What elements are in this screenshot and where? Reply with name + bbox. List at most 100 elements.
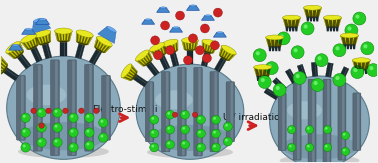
Circle shape [85,113,94,122]
Polygon shape [304,8,322,16]
Circle shape [223,122,232,131]
Circle shape [181,110,189,119]
Ellipse shape [76,40,88,45]
Ellipse shape [219,54,230,61]
Circle shape [71,115,73,118]
Ellipse shape [150,43,165,51]
Polygon shape [266,37,271,46]
Polygon shape [275,37,279,46]
Circle shape [69,113,78,122]
Circle shape [23,115,26,118]
Polygon shape [278,46,281,51]
Polygon shape [361,60,365,69]
Polygon shape [34,31,51,44]
Circle shape [198,145,201,148]
Circle shape [87,143,90,146]
Ellipse shape [25,28,32,30]
Circle shape [307,145,310,148]
FancyBboxPatch shape [102,75,110,140]
Ellipse shape [21,122,106,150]
Circle shape [296,74,300,78]
Polygon shape [45,33,48,42]
Polygon shape [126,70,134,76]
Circle shape [39,110,42,113]
Polygon shape [304,8,309,16]
Circle shape [94,108,99,113]
Circle shape [172,112,178,117]
Circle shape [343,133,345,136]
Polygon shape [324,18,341,26]
FancyBboxPatch shape [51,60,59,156]
Circle shape [167,112,170,115]
Circle shape [335,76,339,80]
Polygon shape [38,34,43,44]
Ellipse shape [39,18,46,20]
FancyBboxPatch shape [312,80,314,163]
Polygon shape [187,49,193,64]
Polygon shape [150,44,166,58]
Circle shape [367,64,378,77]
Ellipse shape [166,49,178,54]
Polygon shape [161,54,169,68]
FancyBboxPatch shape [214,72,217,151]
Circle shape [166,46,175,55]
Polygon shape [173,51,178,66]
Polygon shape [207,43,211,52]
Ellipse shape [130,71,137,81]
Circle shape [150,115,158,124]
Polygon shape [268,46,271,51]
FancyBboxPatch shape [293,83,301,160]
Polygon shape [6,42,24,59]
Circle shape [54,110,57,113]
Circle shape [197,115,205,124]
Polygon shape [273,78,286,91]
Polygon shape [301,65,305,78]
Polygon shape [212,44,217,53]
Ellipse shape [182,37,198,43]
Polygon shape [329,26,332,31]
Circle shape [324,143,332,151]
Polygon shape [345,35,349,44]
Polygon shape [271,37,274,46]
Circle shape [21,113,30,122]
Ellipse shape [352,58,370,63]
Circle shape [99,118,108,127]
Ellipse shape [34,18,44,22]
Polygon shape [353,35,358,44]
Polygon shape [346,44,349,49]
Circle shape [71,145,73,148]
Polygon shape [350,44,352,49]
Polygon shape [333,18,336,26]
Circle shape [211,143,220,152]
Polygon shape [361,69,364,74]
Polygon shape [228,53,235,60]
Polygon shape [292,26,295,31]
Ellipse shape [306,15,319,18]
Circle shape [31,108,36,113]
Circle shape [304,24,308,29]
Polygon shape [224,50,229,58]
Polygon shape [341,35,358,44]
Polygon shape [257,76,260,81]
Polygon shape [148,61,158,74]
Ellipse shape [97,36,112,46]
Polygon shape [326,26,329,31]
Polygon shape [130,65,137,73]
Polygon shape [205,42,208,51]
Polygon shape [203,41,204,50]
Circle shape [152,117,154,120]
Polygon shape [42,42,52,59]
Circle shape [333,44,346,57]
Circle shape [305,143,314,151]
FancyBboxPatch shape [353,93,361,150]
Ellipse shape [266,35,284,40]
Polygon shape [313,16,316,22]
Polygon shape [264,88,279,100]
Ellipse shape [107,26,116,32]
FancyBboxPatch shape [182,68,185,156]
FancyBboxPatch shape [327,80,330,163]
Circle shape [325,145,328,148]
Circle shape [211,41,219,50]
Polygon shape [214,56,227,72]
Polygon shape [352,60,370,69]
